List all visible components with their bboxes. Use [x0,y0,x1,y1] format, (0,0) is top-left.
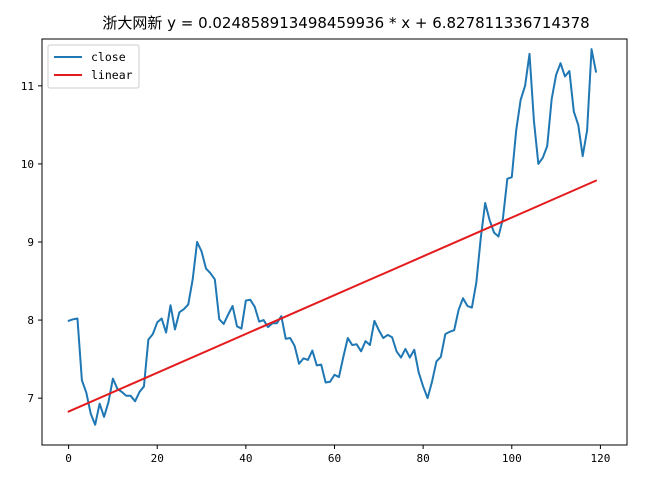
x-tick-label: 100 [502,452,522,465]
y-tick-label: 7 [27,392,34,405]
x-tick-label: 120 [590,452,610,465]
series-layer [67,48,597,426]
plot-area [41,38,628,446]
chart-title: 浙大网新 y = 0.024858913498459936 * x + 6.82… [102,14,589,32]
legend-linear-label: linear [91,68,133,82]
y-tick-label: 9 [27,236,34,249]
y-tick-label: 11 [21,80,34,93]
legend: close linear [47,44,140,89]
x-tick-label: 40 [239,452,252,465]
legend-box [47,44,140,89]
y-tick-label: 10 [21,158,34,171]
x-tick-label: 20 [151,452,164,465]
legend-close-label: close [91,50,126,64]
x-tick-label: 0 [65,452,72,465]
series-line-close [67,48,597,426]
axis-ticks: 0 20 40 60 80 100 120 7 8 9 10 11 [21,80,611,465]
series-line-linear [67,179,597,413]
x-tick-label: 60 [328,452,341,465]
x-tick-label: 80 [417,452,430,465]
y-tick-label: 8 [27,314,34,327]
